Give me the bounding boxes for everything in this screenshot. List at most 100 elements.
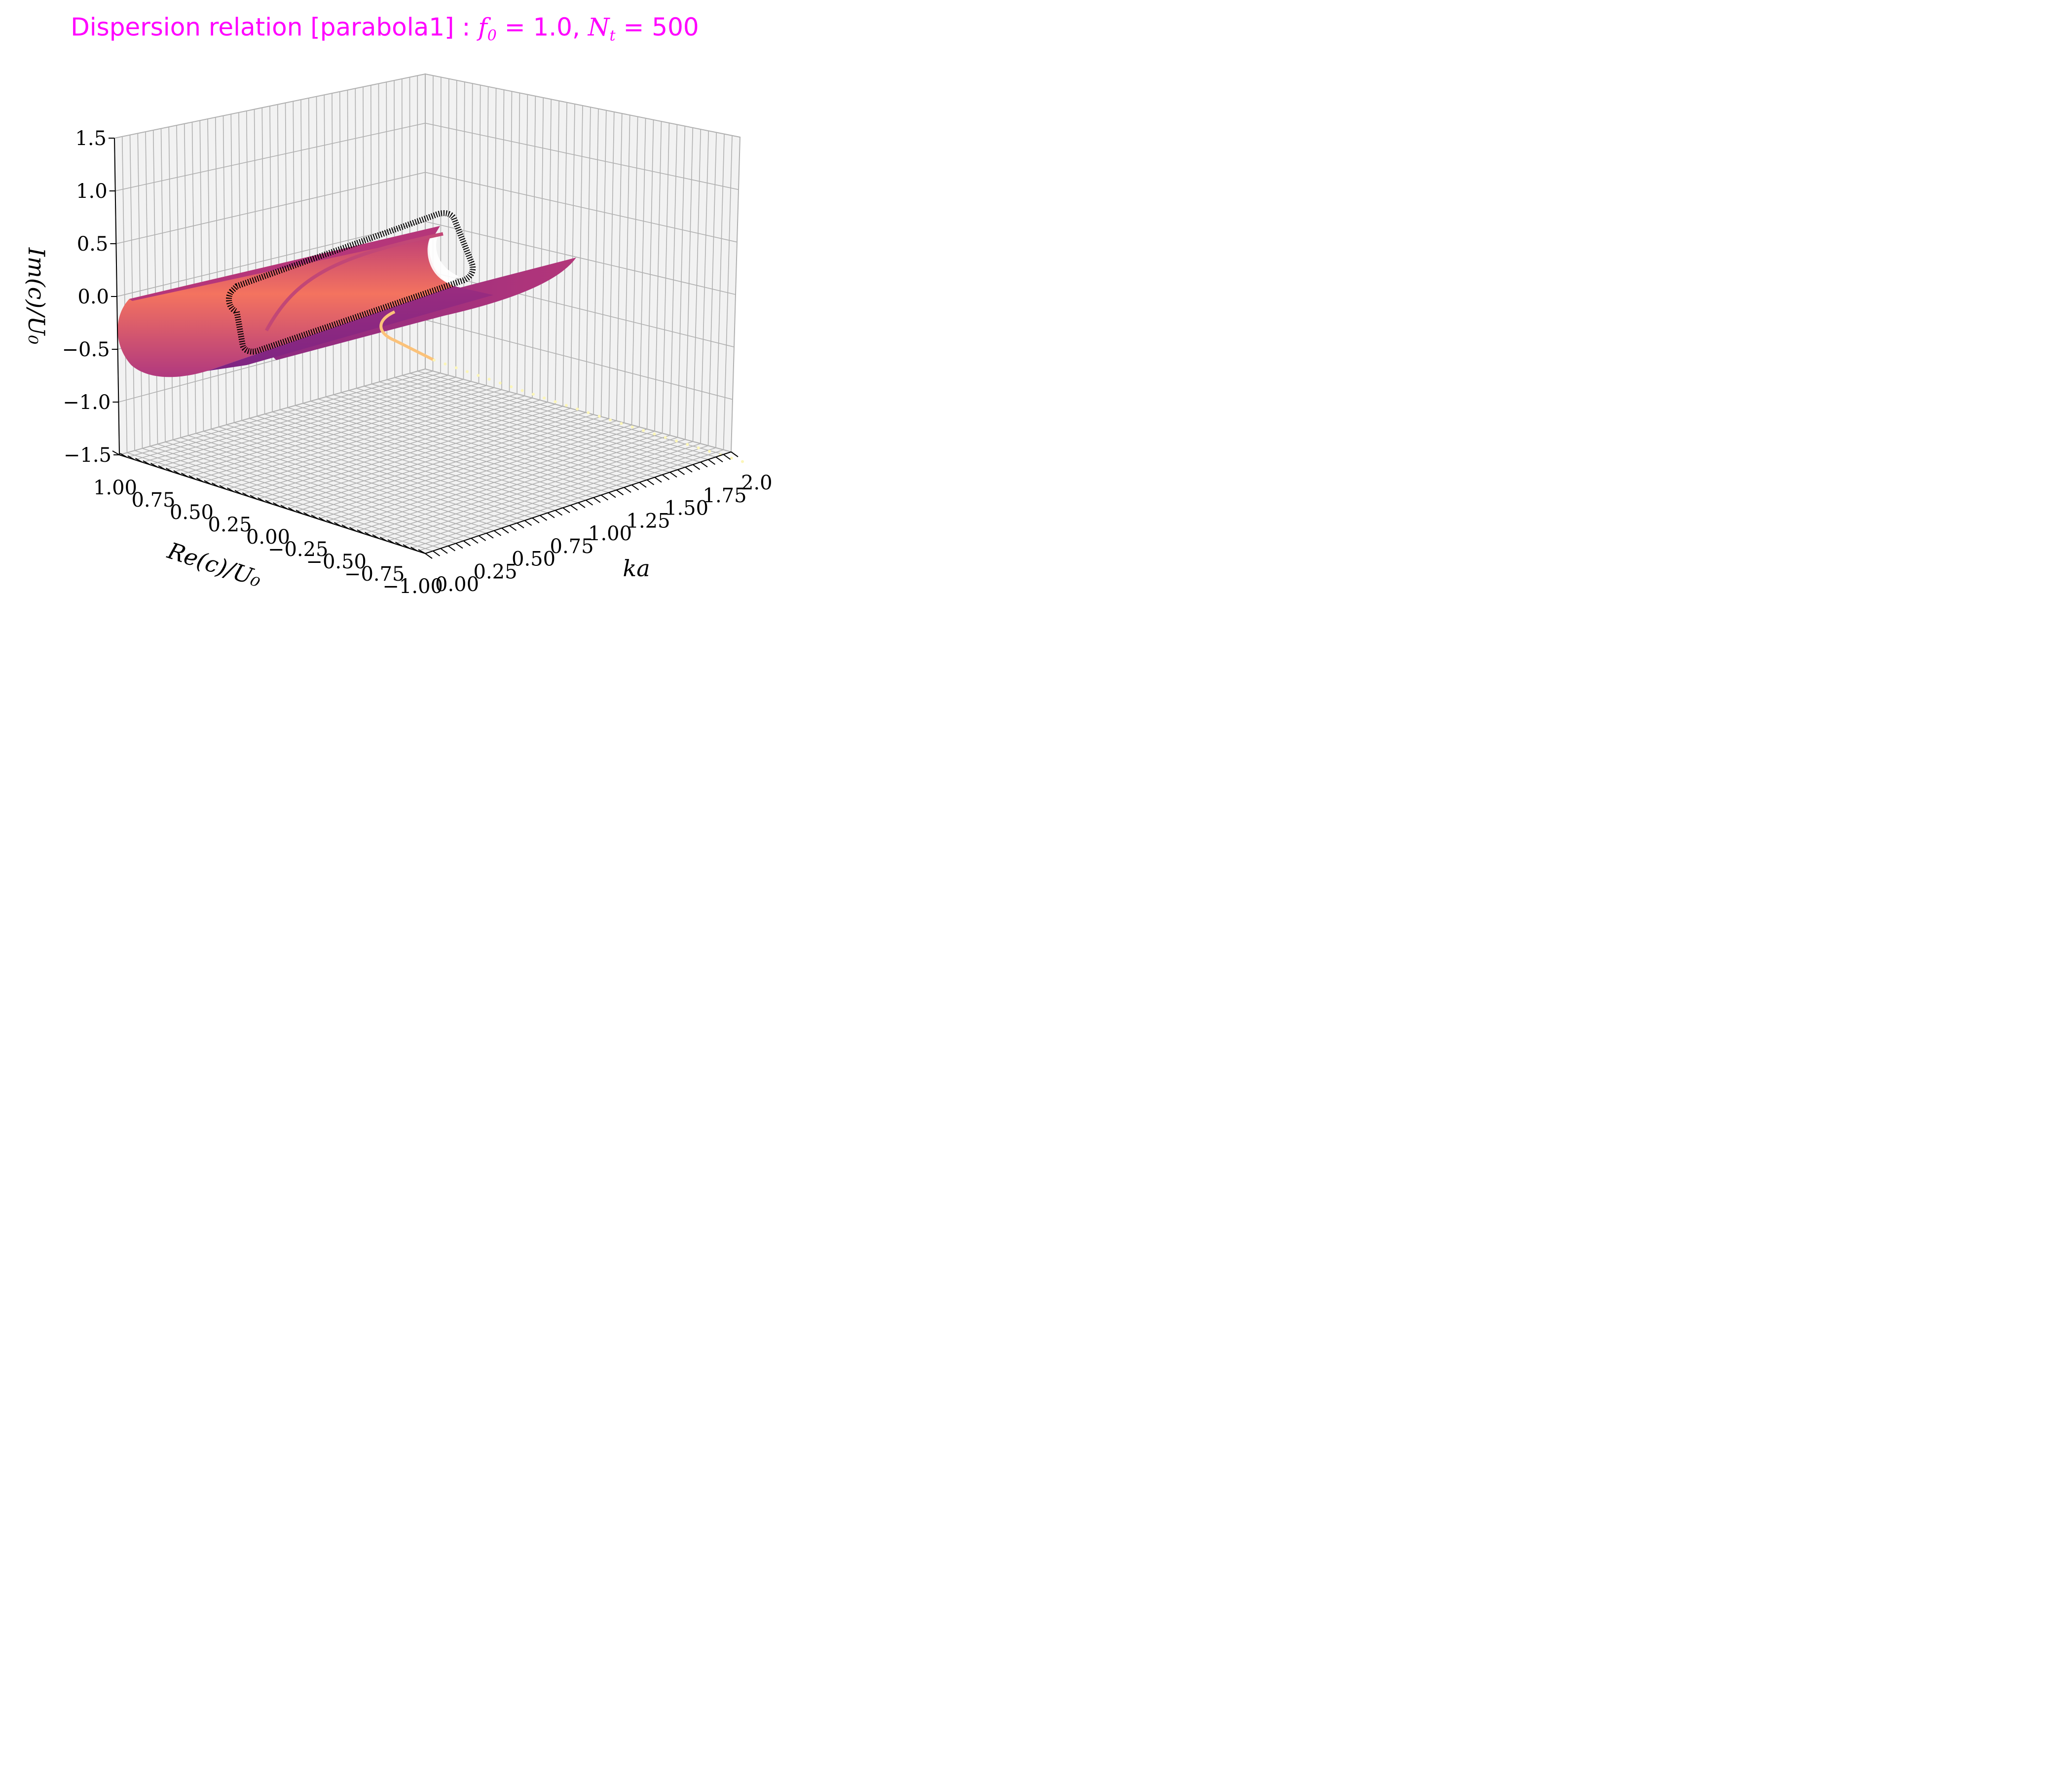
- y-minor-tick-mark: [403, 544, 410, 549]
- floor-grid-line: [203, 431, 510, 526]
- scatter-point: [597, 414, 601, 418]
- floor-grid-line: [402, 375, 708, 460]
- x-minor-tick-mark: [570, 505, 578, 511]
- y-tick-label: 0.75: [131, 489, 175, 512]
- surface-spine-curve: [264, 232, 444, 332]
- y-minor-tick-mark: [280, 505, 288, 510]
- floor-grid-line: [188, 435, 494, 531]
- scatter-point: [730, 456, 733, 460]
- x-tick-label: 1.75: [703, 484, 747, 507]
- floor-grid-line: [173, 439, 479, 536]
- x-minor-tick-mark: [692, 464, 701, 470]
- scatter-point: [433, 359, 436, 362]
- scatter-point: [444, 362, 447, 366]
- y-minor-tick-mark: [303, 512, 311, 517]
- scatter-point: [708, 449, 711, 453]
- x-minor-tick-mark: [593, 497, 601, 503]
- y-minor-tick-mark: [196, 478, 204, 482]
- dispersion-curve: [379, 310, 435, 362]
- x-tick-label: 0.75: [550, 535, 594, 558]
- scatter-point: [741, 460, 744, 463]
- y-minor-tick-mark: [288, 507, 296, 512]
- floor-grid-line: [149, 445, 456, 544]
- floor-grid-line: [165, 442, 472, 539]
- y-minor-tick-mark: [150, 463, 158, 468]
- floor-grid-line: [379, 381, 686, 468]
- x-minor-tick-mark: [493, 530, 502, 536]
- x-minor-tick-mark: [700, 461, 708, 468]
- z-tick-label: 1.5: [75, 127, 107, 150]
- x-minor-tick-mark: [654, 477, 662, 483]
- z-tick-label: −1.0: [63, 391, 111, 414]
- x-minor-tick-mark: [707, 459, 716, 465]
- x-minor-tick-mark: [509, 525, 517, 531]
- x-minor-tick-mark: [662, 474, 670, 481]
- scatter-point: [630, 425, 634, 429]
- scatter-point: [543, 396, 546, 400]
- surface-tube-rim: [427, 233, 459, 284]
- y-tick-label: 0.50: [170, 501, 214, 524]
- x-tick-label: 0.25: [474, 560, 518, 583]
- x-minor-tick-mark: [723, 454, 731, 460]
- x-minor-tick-mark: [463, 540, 471, 547]
- scatter-point: [620, 422, 623, 425]
- left-pane-grid-line: [116, 221, 426, 297]
- x-minor-tick-mark: [639, 481, 647, 488]
- x-minor-tick-mark: [624, 487, 631, 493]
- floor-grid-line: [371, 383, 678, 470]
- scatter-point: [697, 446, 700, 449]
- floor-grid-line: [387, 379, 693, 465]
- surface-lower-band: [207, 286, 493, 371]
- scatter-point: [653, 432, 656, 436]
- x-minor-tick-mark: [608, 492, 616, 498]
- floor-grid-line: [241, 420, 548, 514]
- y-minor-tick-mark: [341, 524, 349, 529]
- y-minor-tick-mark: [204, 480, 212, 485]
- scatter-point: [531, 393, 535, 396]
- floor-grid-line: [272, 411, 579, 503]
- scatter-point: [664, 436, 667, 439]
- left-pane-grid-line: [116, 172, 426, 244]
- x-minor-tick-mark: [532, 518, 540, 523]
- right-pane-grid-line: [425, 221, 736, 295]
- y-minor-tick-mark: [334, 522, 341, 527]
- x-minor-tick-mark: [478, 535, 486, 541]
- floor-grid-line: [234, 422, 540, 516]
- y-minor-tick-mark: [311, 515, 319, 519]
- y-minor-tick-mark: [219, 485, 227, 490]
- floor-grid-line: [394, 377, 701, 463]
- x-minor-tick-mark: [715, 456, 723, 463]
- z-tick-label: 0.5: [77, 233, 109, 256]
- right-pane-grid-line: [425, 319, 733, 400]
- dispersion-surface: [117, 226, 576, 377]
- floor-grid-line: [142, 448, 448, 547]
- x-minor-tick-mark: [432, 551, 441, 556]
- y-minor-tick-mark: [234, 490, 242, 495]
- floor-grid-line: [409, 372, 716, 458]
- x-minor-tick-mark: [539, 515, 548, 521]
- floor-grid-line: [333, 394, 640, 483]
- y-minor-tick-mark: [380, 537, 387, 542]
- dispersion-plot: Dispersion relation [parabola1] : f0 = 1…: [23, 13, 774, 598]
- x-minor-tick-mark: [646, 479, 655, 485]
- floor-grid-line: [417, 370, 724, 455]
- x-axis-label: ka: [623, 555, 650, 582]
- y-minor-tick-mark: [212, 482, 219, 487]
- x-tick-label: 0.00: [435, 573, 479, 596]
- y-minor-tick-mark: [395, 542, 403, 547]
- y-minor-tick-mark: [181, 473, 188, 478]
- scatter-point: [520, 389, 524, 392]
- floor-grid-line: [341, 392, 647, 481]
- x-tick-label: 1.25: [627, 510, 670, 532]
- y-minor-tick-mark: [158, 465, 166, 470]
- scatter-point: [564, 404, 568, 407]
- y-minor-tick-mark: [357, 529, 365, 534]
- y-minor-tick-mark: [227, 487, 234, 492]
- floor-grid-line: [264, 413, 571, 506]
- z-tick-label: −0.5: [62, 338, 110, 361]
- x-minor-tick-mark: [677, 469, 685, 475]
- y-tick-label: 0.00: [246, 526, 290, 549]
- scatter-point: [609, 418, 612, 422]
- scatter-point: [498, 381, 502, 385]
- x-minor-tick-mark: [440, 548, 448, 554]
